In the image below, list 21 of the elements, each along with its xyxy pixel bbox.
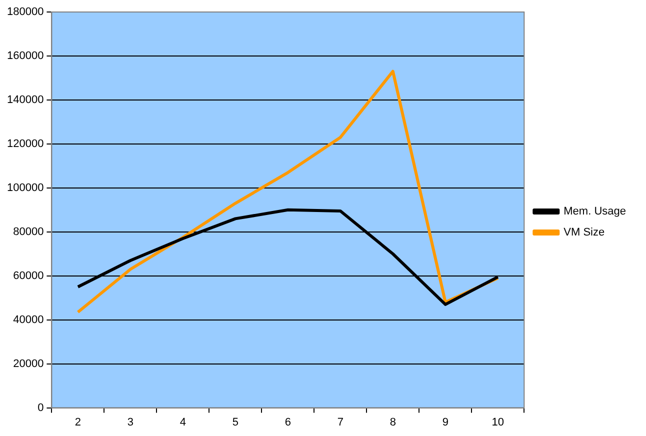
x-tick-label: 2	[74, 416, 82, 428]
y-tick-label: 160000	[6, 50, 44, 62]
y-tick-label: 120000	[6, 138, 44, 150]
legend-label: VM Size	[564, 226, 605, 239]
x-tick-label: 9	[442, 416, 448, 428]
y-tick-label: 100000	[6, 182, 44, 194]
x-tick-label: 5	[232, 416, 238, 428]
x-tick-label: 4	[180, 416, 186, 428]
y-tick-label: 20000	[13, 358, 44, 370]
x-tick-label: 6	[284, 416, 291, 428]
y-tick-label: 80000	[13, 226, 44, 238]
y-tick-label: 140000	[6, 94, 44, 106]
legend-label: Mem. Usage	[564, 206, 626, 218]
x-tick-label: 3	[127, 416, 134, 428]
y-tick-label: 40000	[13, 314, 44, 326]
x-tick-label: 10	[492, 416, 504, 428]
y-tick-label: 60000	[13, 270, 44, 282]
y-tick-label: 0	[38, 402, 44, 414]
x-tick-label: 7	[337, 416, 344, 428]
y-tick-label: 180000	[6, 6, 44, 18]
x-tick-label: 8	[390, 416, 396, 428]
